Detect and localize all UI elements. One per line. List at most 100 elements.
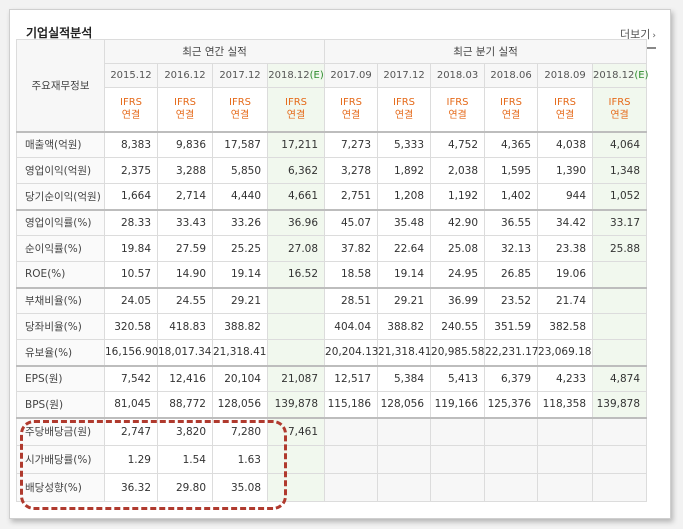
period-header-row: 2015.12 2016.12 2017.12 2018.12(E) 2017.09 20… bbox=[16, 63, 649, 88]
period-header: 2015.12 bbox=[104, 63, 158, 88]
period-label: 2017.09 bbox=[330, 70, 372, 81]
table-cell bbox=[377, 473, 432, 502]
table-cell: 8,383 bbox=[104, 130, 158, 158]
table-cell: 4,038 bbox=[537, 130, 594, 158]
table-cell: 418.83 bbox=[157, 313, 213, 340]
table-cell: 7,542 bbox=[104, 364, 158, 392]
table-cell: 4,233 bbox=[537, 364, 594, 392]
table-cell bbox=[266, 339, 326, 366]
table-row: 당기순이익(억원) 1,664 2,714 4,440 4,661 2,751 1,208 1… bbox=[16, 183, 648, 210]
table-cell: 19.06 bbox=[537, 261, 594, 288]
table-cell: 118,358 bbox=[537, 391, 594, 418]
row-label: 순이익률(%) bbox=[16, 235, 105, 262]
table-cell: 19.14 bbox=[377, 261, 432, 288]
period-label: 2018.06 bbox=[490, 70, 532, 81]
table-row: 유보율(%) 16,156.90 18,017.34 21,318.41 20,204.… bbox=[16, 339, 648, 366]
table-cell: 19.14 bbox=[212, 261, 268, 288]
ifrs-label: IFRS 연결 bbox=[430, 87, 486, 132]
period-header: 2017.09 bbox=[324, 63, 379, 88]
estimate-mark: (E) bbox=[309, 70, 324, 81]
table-row: 영업이익(억원) 2,375 3,288 5,850 6,362 3,278 1,892 2,… bbox=[16, 157, 648, 184]
table-cell: 5,333 bbox=[377, 130, 432, 158]
panel-title: 기업실적분석 bbox=[26, 26, 93, 40]
row-label: BPS(원) bbox=[16, 391, 105, 418]
ifrs-label: IFRS 연결 bbox=[377, 87, 432, 132]
table-cell: 7,280 bbox=[212, 416, 268, 446]
table-cell: 17,587 bbox=[212, 130, 268, 158]
period-label: 2017.12 bbox=[219, 70, 261, 81]
row-label: 시가배당률(%) bbox=[16, 445, 105, 474]
table-cell: 35.48 bbox=[377, 208, 432, 236]
table-cell: 29.21 bbox=[377, 286, 432, 314]
table-cell: 24.95 bbox=[430, 261, 486, 288]
table-row: BPS(원) 81,045 88,772 128,056 139,878 115,186 1… bbox=[16, 391, 648, 418]
table-row: 배당성향(%) 36.32 29.80 35.08 bbox=[16, 473, 648, 502]
row-label: EPS(원) bbox=[16, 364, 105, 392]
table-cell: 1,892 bbox=[377, 157, 432, 184]
table-cell: 26.85 bbox=[484, 261, 539, 288]
table-cell: 5,413 bbox=[430, 364, 486, 392]
table-cell: 21,318.41 bbox=[212, 339, 268, 366]
table-cell: 1,192 bbox=[430, 183, 486, 210]
table-cell: 21,318.41 bbox=[377, 339, 431, 366]
table-cell: 17,211 bbox=[266, 130, 326, 158]
table-cell: 2,038 bbox=[430, 157, 486, 184]
table-cell: 33.17 bbox=[592, 208, 648, 236]
table-cell: 16,156.90 bbox=[104, 339, 158, 366]
ifrs-label: IFRS 연결 bbox=[212, 87, 268, 132]
table-cell: 14.90 bbox=[157, 261, 213, 288]
period-header: 2017.12 bbox=[212, 63, 268, 88]
table-cell: 42.90 bbox=[430, 208, 486, 236]
table-cell: 18.58 bbox=[324, 261, 379, 288]
table-cell: 12,517 bbox=[324, 364, 379, 392]
row-label: 주당배당금(원) bbox=[16, 416, 105, 446]
table-cell: 1,402 bbox=[484, 183, 539, 210]
row-label: ROE(%) bbox=[16, 261, 105, 288]
table-cell: 1,052 bbox=[592, 183, 648, 210]
table-cell bbox=[592, 416, 648, 446]
table-cell: 3,278 bbox=[324, 157, 379, 184]
annual-group-header: 최근 연간 실적 bbox=[103, 39, 326, 64]
table-cell: 125,376 bbox=[484, 391, 539, 418]
table-cell bbox=[324, 473, 379, 502]
table-cell: 32.13 bbox=[484, 235, 539, 262]
table-cell: 28.51 bbox=[324, 286, 379, 314]
table-cell: 33.26 bbox=[212, 208, 268, 236]
table-cell bbox=[377, 445, 432, 474]
period-header: 2018.12(E) bbox=[266, 63, 326, 88]
table-cell: 19.84 bbox=[104, 235, 158, 262]
table-row: 순이익률(%) 19.84 27.59 25.25 27.08 37.82 22.64 25.… bbox=[16, 235, 648, 262]
table-cell: 4,874 bbox=[592, 364, 648, 392]
chevron-right-icon: › bbox=[652, 31, 656, 41]
more-link[interactable]: 더보기 › bbox=[620, 26, 656, 42]
table-cell: 25.08 bbox=[430, 235, 486, 262]
table-cell: 34.42 bbox=[537, 208, 594, 236]
table-cell: 1,348 bbox=[592, 157, 648, 184]
table-cell: 16.52 bbox=[266, 261, 326, 288]
table-cell: 7,461 bbox=[266, 416, 326, 446]
period-label: 2018.03 bbox=[436, 70, 479, 81]
table-cell: 139,878 bbox=[266, 391, 326, 418]
period-label: 2017.12 bbox=[383, 70, 425, 81]
table-cell: 2,751 bbox=[324, 183, 379, 210]
table-cell: 388.82 bbox=[212, 313, 268, 340]
table-cell: 944 bbox=[537, 183, 594, 210]
panel-header: 기업실적분석 더보기 › bbox=[26, 24, 656, 46]
ifrs-label: IFRS 연결 bbox=[266, 87, 326, 132]
financial-table: 주요재무정보 최근 연간 실적 최근 분기 실적 2015.12 2016.12 2… bbox=[16, 39, 649, 502]
row-label: 매출액(억원) bbox=[16, 130, 105, 158]
table-cell: 12,416 bbox=[157, 364, 213, 392]
table-cell bbox=[484, 473, 539, 502]
table-cell: 1,664 bbox=[104, 183, 158, 210]
estimate-mark: (E) bbox=[634, 70, 649, 81]
more-label: 더보기 bbox=[620, 28, 651, 41]
quarterly-group-header: 최근 분기 실적 bbox=[324, 39, 648, 64]
table-cell bbox=[430, 416, 486, 446]
table-cell: 1.54 bbox=[157, 445, 213, 474]
table-cell: 24.05 bbox=[104, 286, 158, 314]
table-cell: 5,384 bbox=[377, 364, 432, 392]
table-cell: 128,056 bbox=[377, 391, 432, 418]
period-label: 2015.12 bbox=[110, 70, 152, 81]
table-cell: 22,231.17 bbox=[484, 339, 538, 366]
table-cell bbox=[484, 445, 539, 474]
